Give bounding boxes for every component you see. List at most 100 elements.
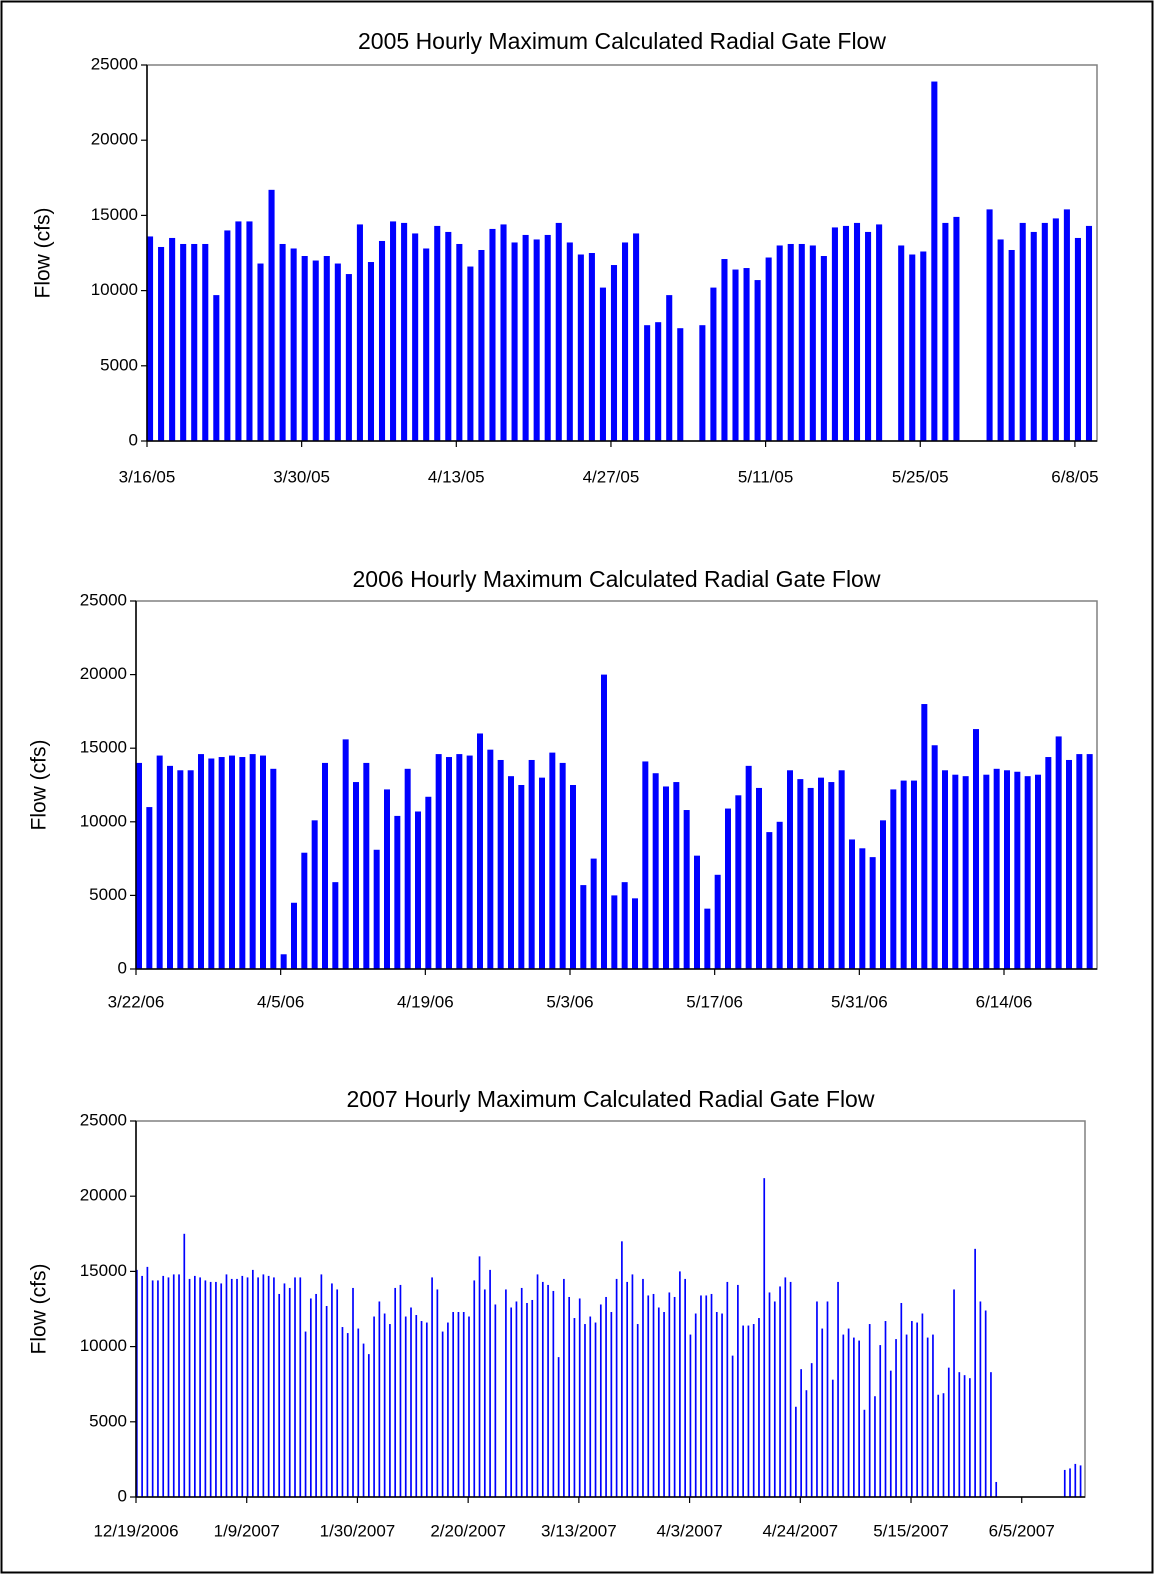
bar [590, 858, 597, 969]
bar [942, 770, 948, 969]
bar [230, 1278, 233, 1497]
bar [500, 224, 507, 441]
bar [473, 1280, 476, 1497]
bar [577, 254, 584, 441]
bar [570, 785, 576, 969]
bar [283, 1283, 286, 1497]
x-tick-label: 4/19/06 [397, 992, 454, 1011]
bar [229, 755, 235, 969]
bar [947, 1367, 950, 1497]
bar [768, 1292, 771, 1497]
y-tick-label: 15000 [80, 738, 127, 757]
bar [415, 1315, 418, 1497]
x-tick-label: 2/20/2007 [430, 1521, 506, 1540]
bar [141, 1275, 143, 1497]
bar [304, 1331, 307, 1497]
bar [766, 832, 773, 969]
bar [842, 225, 850, 441]
x-tick-label: 3/16/05 [119, 467, 176, 486]
bar [879, 1345, 882, 1497]
x-tick-label: 3/13/2007 [541, 1521, 617, 1540]
bar [260, 755, 266, 969]
x-tick-label: 5/25/05 [892, 467, 949, 486]
bar [508, 776, 514, 969]
bar [831, 227, 838, 441]
y-tick-label: 10000 [91, 280, 138, 299]
bar [457, 1312, 460, 1497]
bar [146, 1266, 149, 1497]
bar [215, 1281, 217, 1497]
bar [821, 1328, 824, 1497]
bar [663, 786, 669, 969]
bar [953, 1289, 955, 1497]
bar [536, 1274, 539, 1497]
x-tick-label: 5/3/06 [546, 992, 593, 1011]
bar [1063, 209, 1070, 441]
bar [610, 265, 618, 441]
bar [531, 1299, 534, 1497]
bar [188, 1278, 191, 1497]
bar [356, 224, 363, 441]
bar [315, 1293, 317, 1497]
bar [666, 295, 673, 441]
bar [1086, 754, 1093, 969]
bar [423, 248, 430, 441]
bar [876, 224, 883, 441]
bar [905, 1334, 908, 1497]
bar [236, 1278, 238, 1497]
bar [942, 1393, 945, 1497]
bar [990, 1372, 992, 1497]
bar [644, 325, 651, 441]
bar [383, 1313, 386, 1497]
bar [156, 755, 163, 969]
bar [973, 729, 979, 969]
bar [599, 287, 606, 441]
bar [986, 209, 993, 441]
bar [563, 1278, 565, 1497]
bar [225, 1274, 228, 1497]
bar [151, 1280, 154, 1497]
bar [632, 898, 638, 969]
bar [389, 1324, 391, 1497]
bar [900, 780, 907, 969]
bar [334, 263, 341, 441]
bar [776, 245, 783, 441]
y-tick-label: 5000 [89, 885, 127, 904]
bar [599, 1304, 602, 1497]
bar [952, 774, 959, 969]
bar [332, 882, 339, 969]
bar [605, 1296, 607, 1497]
bar [705, 1295, 708, 1497]
bar [853, 1337, 855, 1497]
bar [323, 256, 330, 441]
bar [700, 1295, 702, 1497]
bar [926, 1337, 929, 1497]
bar [869, 857, 876, 969]
bar [842, 1334, 845, 1497]
bar [539, 777, 545, 969]
bar [942, 222, 949, 441]
bar [257, 263, 264, 441]
bar [187, 770, 194, 969]
bar [568, 1296, 571, 1497]
bar [280, 954, 287, 969]
bar [404, 1316, 407, 1497]
bar [677, 328, 684, 441]
bar [456, 754, 463, 969]
bar [756, 787, 762, 969]
x-tick-label: 6/14/06 [976, 992, 1033, 1011]
bar [311, 820, 318, 969]
bar [294, 1277, 296, 1497]
bar [489, 1269, 491, 1497]
bar [447, 1322, 449, 1497]
bar [974, 1248, 976, 1497]
bar [594, 1322, 597, 1497]
bar [898, 245, 905, 441]
bar [467, 266, 474, 441]
bar [1076, 754, 1083, 969]
bar [652, 773, 659, 969]
bar [837, 1281, 839, 1497]
bar [580, 885, 587, 969]
bar [342, 739, 349, 969]
